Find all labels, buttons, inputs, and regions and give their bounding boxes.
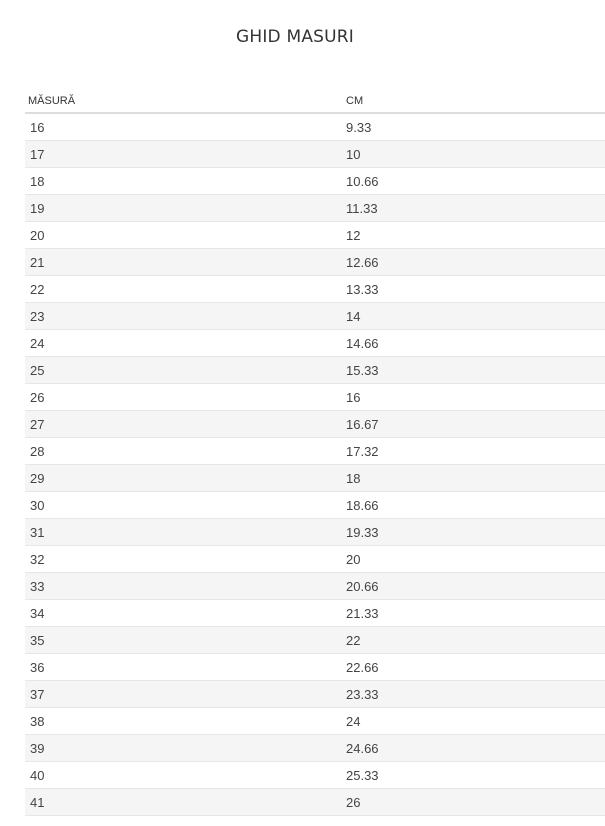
size-cell: 17 bbox=[25, 140, 343, 168]
size-cell: 35 bbox=[25, 626, 343, 654]
cm-cell: 21.33 bbox=[343, 599, 605, 627]
cm-cell: 20.66 bbox=[343, 572, 605, 600]
table-row: 20 12 bbox=[25, 221, 605, 249]
table-row: 25 15.33 bbox=[25, 356, 605, 384]
table-row: 23 14 bbox=[25, 302, 605, 330]
table-row: 38 24 bbox=[25, 707, 605, 735]
table-row: 28 17.32 bbox=[25, 437, 605, 465]
column-header-size: MĂSURĂ bbox=[25, 89, 343, 114]
size-cell: 37 bbox=[25, 680, 343, 708]
cm-cell: 14.66 bbox=[343, 329, 605, 357]
cm-cell: 12.66 bbox=[343, 248, 605, 276]
size-cell: 20 bbox=[25, 221, 343, 249]
cm-cell: 10.66 bbox=[343, 167, 605, 195]
cm-cell: 15.33 bbox=[343, 356, 605, 384]
table-row: 18 10.66 bbox=[25, 167, 605, 195]
cm-cell: 17.32 bbox=[343, 437, 605, 465]
cm-cell: 19.33 bbox=[343, 518, 605, 546]
size-cell: 29 bbox=[25, 464, 343, 492]
table-row: 29 18 bbox=[25, 464, 605, 492]
table-row: 40 25.33 bbox=[25, 761, 605, 789]
cm-cell: 9.33 bbox=[343, 113, 605, 141]
size-cell: 16 bbox=[25, 113, 343, 141]
size-cell: 21 bbox=[25, 248, 343, 276]
table-row: 31 19.33 bbox=[25, 518, 605, 546]
size-cell: 32 bbox=[25, 545, 343, 573]
cm-cell: 13.33 bbox=[343, 275, 605, 303]
cm-cell: 10 bbox=[343, 140, 605, 168]
table-row: 16 9.33 bbox=[25, 113, 605, 141]
cm-cell: 16.67 bbox=[343, 410, 605, 438]
cm-cell: 23.33 bbox=[343, 680, 605, 708]
size-cell: 41 bbox=[25, 788, 343, 816]
table-row: 22 13.33 bbox=[25, 275, 605, 303]
size-cell: 38 bbox=[25, 707, 343, 735]
size-cell: 30 bbox=[25, 491, 343, 519]
table-row: 19 11.33 bbox=[25, 194, 605, 222]
table-row: 17 10 bbox=[25, 140, 605, 168]
table-row: 37 23.33 bbox=[25, 680, 605, 708]
cm-cell: 14 bbox=[343, 302, 605, 330]
size-cell: 26 bbox=[25, 383, 343, 411]
table-row: 24 14.66 bbox=[25, 329, 605, 357]
cm-cell: 12 bbox=[343, 221, 605, 249]
table-row: 33 20.66 bbox=[25, 572, 605, 600]
cm-cell: 26 bbox=[343, 788, 605, 816]
column-header-cm: CM bbox=[343, 89, 605, 114]
size-guide-table: MĂSURĂ CM 16 9.33 17 10 18 10.66 19 11.33 20 12 21… bbox=[25, 89, 605, 816]
table-row: 32 20 bbox=[25, 545, 605, 573]
table-row: 36 22.66 bbox=[25, 653, 605, 681]
table-body: 16 9.33 17 10 18 10.66 19 11.33 20 12 21 12.66 22 13.… bbox=[25, 113, 605, 816]
size-cell: 34 bbox=[25, 599, 343, 627]
cm-cell: 20 bbox=[343, 545, 605, 573]
cm-cell: 25.33 bbox=[343, 761, 605, 789]
table-row: 39 24.66 bbox=[25, 734, 605, 762]
table-header-row: MĂSURĂ CM bbox=[25, 89, 605, 114]
page-title: GHID MASURI bbox=[235, 27, 355, 47]
size-cell: 27 bbox=[25, 410, 343, 438]
size-cell: 23 bbox=[25, 302, 343, 330]
size-cell: 40 bbox=[25, 761, 343, 789]
table-row: 35 22 bbox=[25, 626, 605, 654]
cm-cell: 22.66 bbox=[343, 653, 605, 681]
cm-cell: 24 bbox=[343, 707, 605, 735]
table-row: 21 12.66 bbox=[25, 248, 605, 276]
table-row: 34 21.33 bbox=[25, 599, 605, 627]
size-cell: 18 bbox=[25, 167, 343, 195]
size-cell: 33 bbox=[25, 572, 343, 600]
size-cell: 39 bbox=[25, 734, 343, 762]
cm-cell: 11.33 bbox=[343, 194, 605, 222]
size-cell: 25 bbox=[25, 356, 343, 384]
size-cell: 31 bbox=[25, 518, 343, 546]
size-cell: 24 bbox=[25, 329, 343, 357]
size-cell: 19 bbox=[25, 194, 343, 222]
cm-cell: 22 bbox=[343, 626, 605, 654]
cm-cell: 18.66 bbox=[343, 491, 605, 519]
size-cell: 22 bbox=[25, 275, 343, 303]
size-cell: 28 bbox=[25, 437, 343, 465]
table-row: 41 26 bbox=[25, 788, 605, 816]
cm-cell: 24.66 bbox=[343, 734, 605, 762]
size-cell: 36 bbox=[25, 653, 343, 681]
cm-cell: 16 bbox=[343, 383, 605, 411]
table-row: 26 16 bbox=[25, 383, 605, 411]
table-row: 27 16.67 bbox=[25, 410, 605, 438]
cm-cell: 18 bbox=[343, 464, 605, 492]
table-row: 30 18.66 bbox=[25, 491, 605, 519]
